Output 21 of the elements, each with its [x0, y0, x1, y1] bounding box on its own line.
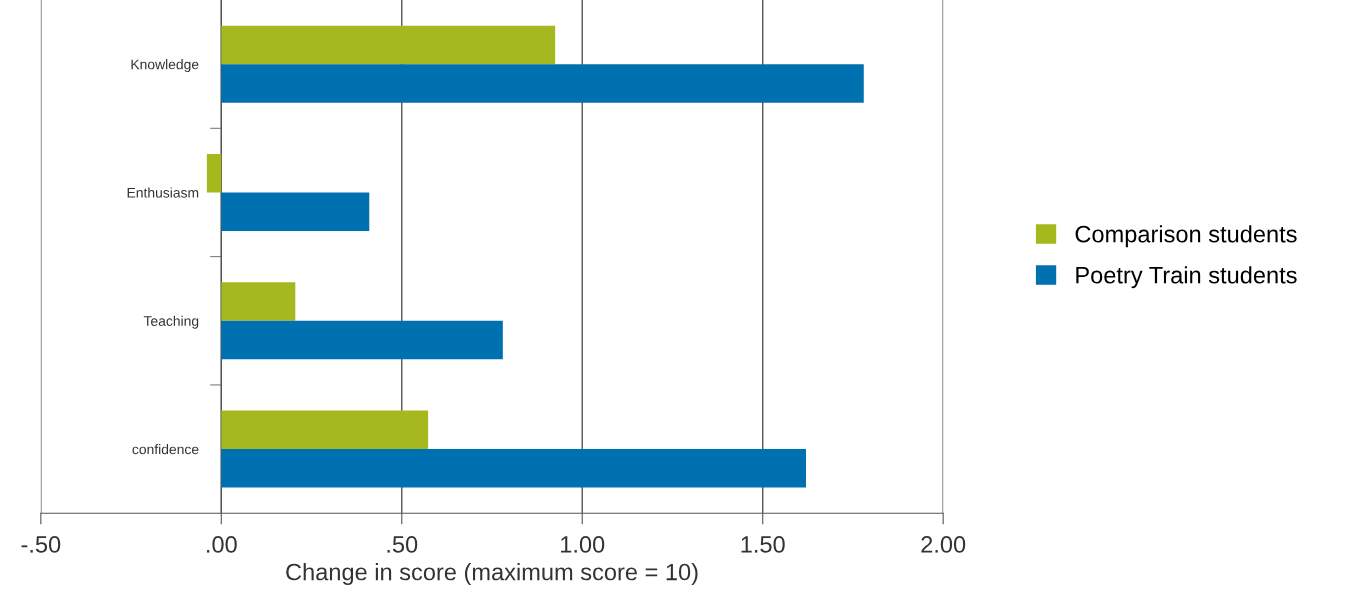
x-tick-label: 2.00 [921, 536, 966, 553]
y-tick-label: Knowledge [131, 59, 199, 73]
x-axis-title: Change in score (maximum score = 10) [286, 563, 698, 586]
legend-label: Poetry Train students [1076, 266, 1297, 289]
bar [221, 282, 296, 321]
x-tick-label: 1.00 [561, 536, 605, 553]
x-tick-label: -.50 [21, 536, 61, 553]
bar [221, 192, 370, 231]
bar [206, 153, 222, 193]
x-tick-label: .00 [207, 536, 237, 553]
bar [221, 64, 864, 103]
y-tick-label: Enthusiasm [127, 187, 199, 198]
legend-label: Comparison students [1075, 225, 1297, 248]
bar [221, 449, 807, 488]
bar [221, 410, 429, 450]
y-tick-label: Teaching [143, 315, 199, 329]
x-tick-label: .50 [387, 536, 418, 553]
bar [221, 25, 556, 65]
x-tick-label: 1.50 [741, 536, 785, 553]
y-tick-label: confidence [132, 444, 199, 455]
bar [221, 320, 503, 360]
